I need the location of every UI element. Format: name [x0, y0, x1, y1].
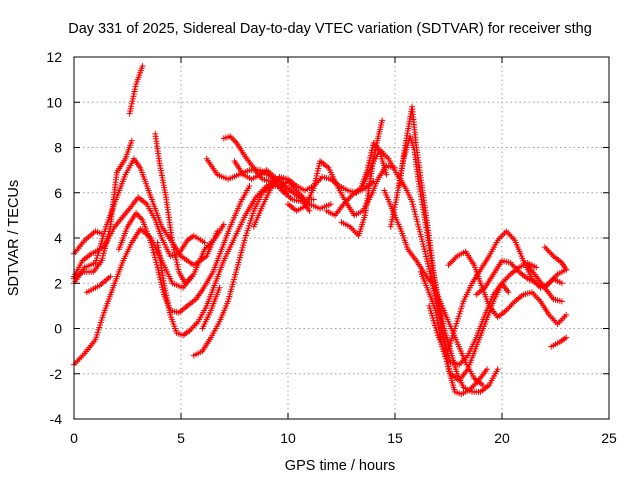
y-tick-label: -4	[50, 411, 63, 427]
x-tick-label: 10	[280, 430, 296, 446]
data-series-group	[71, 63, 570, 398]
series-markers	[417, 259, 540, 384]
x-tick-label: 0	[70, 430, 78, 446]
x-axis-label: GPS time / hours	[285, 458, 395, 474]
series-markers	[541, 244, 570, 273]
series-markers	[71, 228, 105, 257]
x-axis-ticks: 0 5 10 15 20 25	[70, 57, 617, 446]
series-arc-28	[524, 262, 565, 305]
y-tick-label: 10	[46, 94, 62, 110]
series-line	[341, 120, 383, 237]
y-tick-label: 12	[46, 49, 62, 65]
series-markers	[199, 284, 223, 332]
series-markers	[152, 130, 195, 287]
series-markers	[285, 158, 398, 219]
series-arc-29	[541, 244, 570, 273]
y-tick-label: 8	[54, 140, 62, 156]
x-tick-label: 5	[177, 430, 185, 446]
y-axis-label: SDTVAR / TECUs	[6, 180, 22, 296]
series-markers	[83, 273, 114, 296]
series-arc-9	[152, 130, 195, 287]
y-axis-ticks: -4 -2 0 2 4 6 8 10 12	[46, 49, 609, 427]
x-tick-label: 20	[494, 430, 510, 446]
series-arc-26	[445, 248, 570, 327]
grid	[74, 57, 609, 419]
y-tick-label: 0	[54, 321, 62, 337]
series-arc-12	[199, 284, 223, 332]
series-arc-4	[71, 137, 135, 282]
y-tick-label: 6	[54, 185, 62, 201]
series-markers	[548, 334, 570, 350]
series-markers	[190, 183, 291, 359]
series-arc-30	[548, 334, 570, 350]
series-arc-11	[190, 183, 291, 359]
series-markers	[524, 262, 565, 305]
series-arc-1	[71, 228, 105, 257]
x-tick-label: 25	[601, 430, 617, 446]
series-arc-5	[126, 63, 146, 117]
series-markers	[126, 63, 146, 117]
series-arc-27	[473, 257, 565, 298]
x-tick-label: 15	[387, 430, 403, 446]
y-tick-label: -2	[50, 366, 63, 382]
y-tick-label: 4	[54, 230, 62, 246]
chart-title: Day 331 of 2025, Sidereal Day-to-day VTE…	[68, 21, 592, 37]
y-tick-label: 2	[54, 275, 62, 291]
series-line	[193, 185, 289, 357]
series-arc-17	[285, 158, 398, 219]
series-arc-7	[83, 273, 114, 296]
